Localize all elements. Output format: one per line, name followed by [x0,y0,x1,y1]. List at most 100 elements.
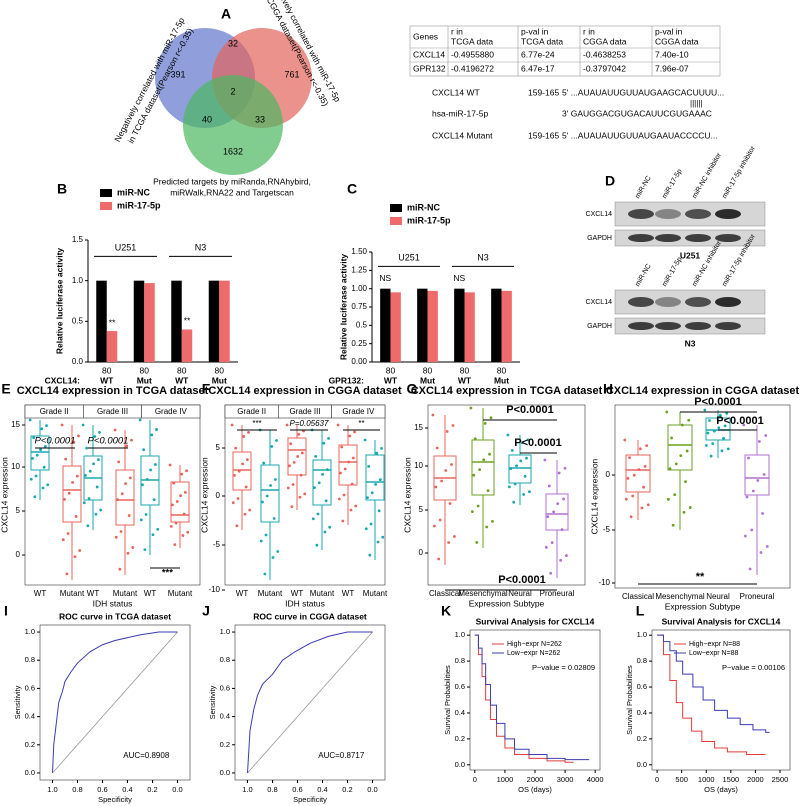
annotation: ** [696,571,705,583]
x-tick-label: WT [458,375,472,385]
jitter-dot [550,541,554,544]
legend-label: miR-NC [117,187,150,197]
legend-swatch [390,217,402,225]
jitter-dot [350,482,354,486]
table-border [409,25,721,77]
x-tick-label: WT [100,375,114,385]
group-label: U251 [398,253,420,263]
x-tick-label: Mesenchymal [458,589,508,598]
jitter-dot [562,497,565,501]
jitter-dot [565,554,568,557]
jitter-dot [687,418,691,422]
seq-name: CXCL14 Mutant [432,130,493,140]
box [705,417,731,441]
y-tick-label: 0.0 [637,760,647,769]
jitter-dot [39,448,42,451]
jitter-dot [628,456,631,459]
jitter-dot [116,498,119,501]
jitter-dot [431,413,435,417]
box [365,454,385,501]
jitter-dot [709,454,713,458]
jitter-dot [720,449,724,453]
jitter-dot [299,473,303,477]
jitter-dot [325,468,329,471]
jitter-dot [259,539,263,543]
jitter-dot [243,512,247,516]
annotation: P<0.0001 [506,404,553,416]
jitter-dot [374,483,377,486]
jitter-dot [546,515,550,519]
jitter-dot [117,460,121,464]
jitter-dot [684,480,687,484]
jitter-dot [120,492,124,496]
y-tick-label: 0.2 [220,740,230,749]
band [628,209,654,219]
table-cell: -0.4638253 [583,49,626,59]
jitter-dot [339,471,342,475]
jitter-dot [341,519,345,523]
plot-frame [427,404,586,586]
x-tick-label: 1.0 [47,785,57,794]
table-cell: 6.47e-17 [521,63,555,73]
jitter-dot [46,483,50,487]
table-header: Genes [413,31,438,41]
jitter-dot [756,479,760,482]
annotation: P<0.0001 [35,436,76,447]
y-axis-label: Sensitivity [208,685,217,719]
y-tick-label: 1.0 [25,627,35,636]
y-axis-label: Survival Probabilities [443,665,452,735]
jitter-dot [73,555,77,559]
jitter-dot [712,429,716,433]
jitter-dot [520,441,524,445]
jitter-dot [742,423,746,427]
protein-label: GAPDH [587,323,612,330]
x-tick-label: WT [342,589,355,598]
annotation: ** [109,317,116,327]
jitter-dot [476,504,480,508]
jitter-dot [489,416,493,420]
survival-curve [657,634,766,755]
plot-frame [614,404,791,589]
jitter-dot [114,535,118,539]
jitter-dot [42,465,46,469]
jitter-dot [300,451,304,455]
x-tick-label: WT [291,589,304,598]
jitter-dot [241,462,244,466]
jitter-dot [646,503,650,507]
table-header: CGGA data [583,36,627,46]
x-tick-label: 80 [497,365,507,375]
panel-label: A [221,6,231,22]
bar [133,280,145,362]
y-axis-label: CXCL14 expression [0,457,9,533]
jitter-dot [342,493,346,497]
jitter-dot [328,525,332,529]
y-tick-label: 0.8 [25,655,35,664]
band [628,322,654,330]
seq-name: hsa-miR-17-5p [432,108,488,118]
jitter-dot [764,434,768,437]
box [30,435,50,471]
jitter-dot [510,449,514,452]
plot-frame [651,629,791,771]
jitter-dot [448,502,452,505]
jitter-dot [244,485,248,489]
gene-label: GPR132: [329,375,365,385]
jitter-dot [324,499,328,503]
band [715,234,741,242]
x-tick-label: WT [236,589,249,598]
jitter-dot [626,477,630,480]
plot-title: ROC curve in CGGA dataset [253,611,367,621]
jitter-dot [552,510,556,514]
y-axis-label: CXCL14 expression [199,457,209,533]
jitter-dot [704,444,708,447]
box [338,444,358,486]
y-tick-label: 5 [16,506,21,515]
x-tick-label: Mut [420,375,435,385]
y-tick-label: 0.2 [455,734,465,743]
jitter-dot [142,448,146,452]
jitter-dot [128,476,132,480]
jitter-dot [61,538,65,542]
x-tick-label: Mutant [168,589,193,598]
panel-label: H [603,381,613,397]
jitter-dot [63,498,66,501]
